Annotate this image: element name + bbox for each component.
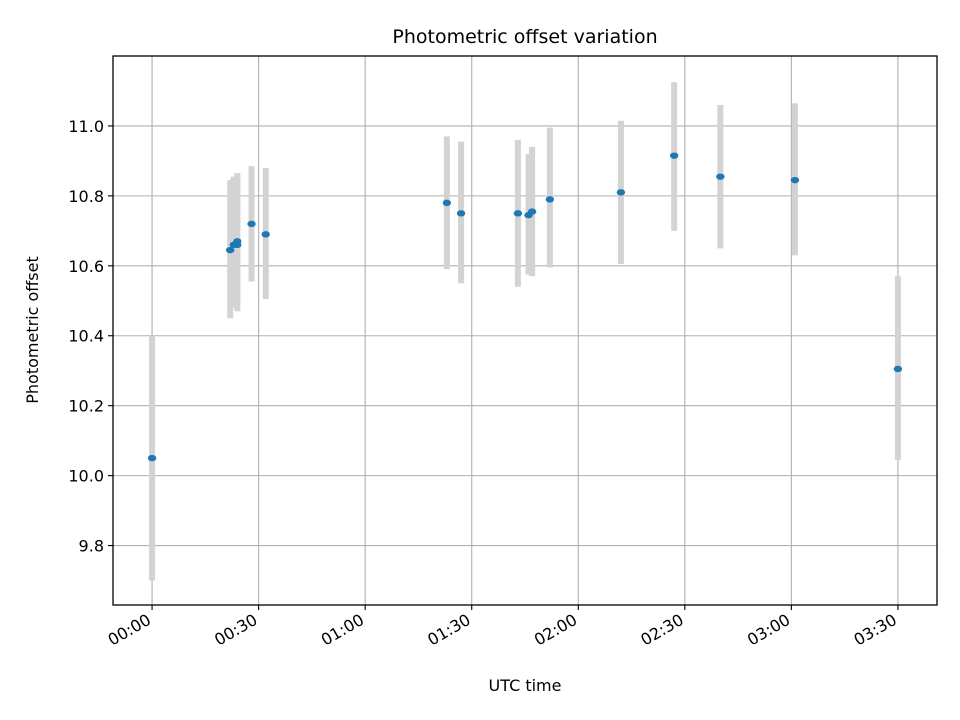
x-axis-label: UTC time xyxy=(489,676,562,695)
y-axis-label: Photometric offset xyxy=(23,256,42,404)
data-point xyxy=(147,454,157,462)
data-point xyxy=(226,246,235,254)
plot-frame xyxy=(112,55,938,606)
data-point xyxy=(456,210,466,217)
y-tick-label: 10.6 xyxy=(68,257,104,276)
data-points xyxy=(147,152,903,462)
data-point xyxy=(527,208,537,215)
grid xyxy=(113,56,937,605)
data-point xyxy=(669,152,679,159)
data-point xyxy=(893,365,903,373)
y-axis: 9.8 10.0 10.2 10.4 10.6 10.8 11.0 xyxy=(68,117,113,556)
data-point xyxy=(616,189,626,196)
data-point xyxy=(545,196,555,203)
y-tick-label: 11.0 xyxy=(68,117,104,136)
y-tick-label: 10.0 xyxy=(68,467,104,486)
data-point xyxy=(261,231,270,238)
data-point xyxy=(442,199,452,207)
data-point xyxy=(790,176,800,184)
data-point xyxy=(513,210,523,217)
y-tick-label: 10.4 xyxy=(68,327,104,346)
chart-title: Photometric offset variation xyxy=(392,26,657,48)
data-point xyxy=(247,220,256,228)
data-point xyxy=(233,238,242,245)
data-point xyxy=(716,173,725,180)
y-tick-label: 9.8 xyxy=(79,537,104,556)
y-tick-label: 10.2 xyxy=(68,397,104,416)
y-tick-label: 10.8 xyxy=(68,187,104,206)
